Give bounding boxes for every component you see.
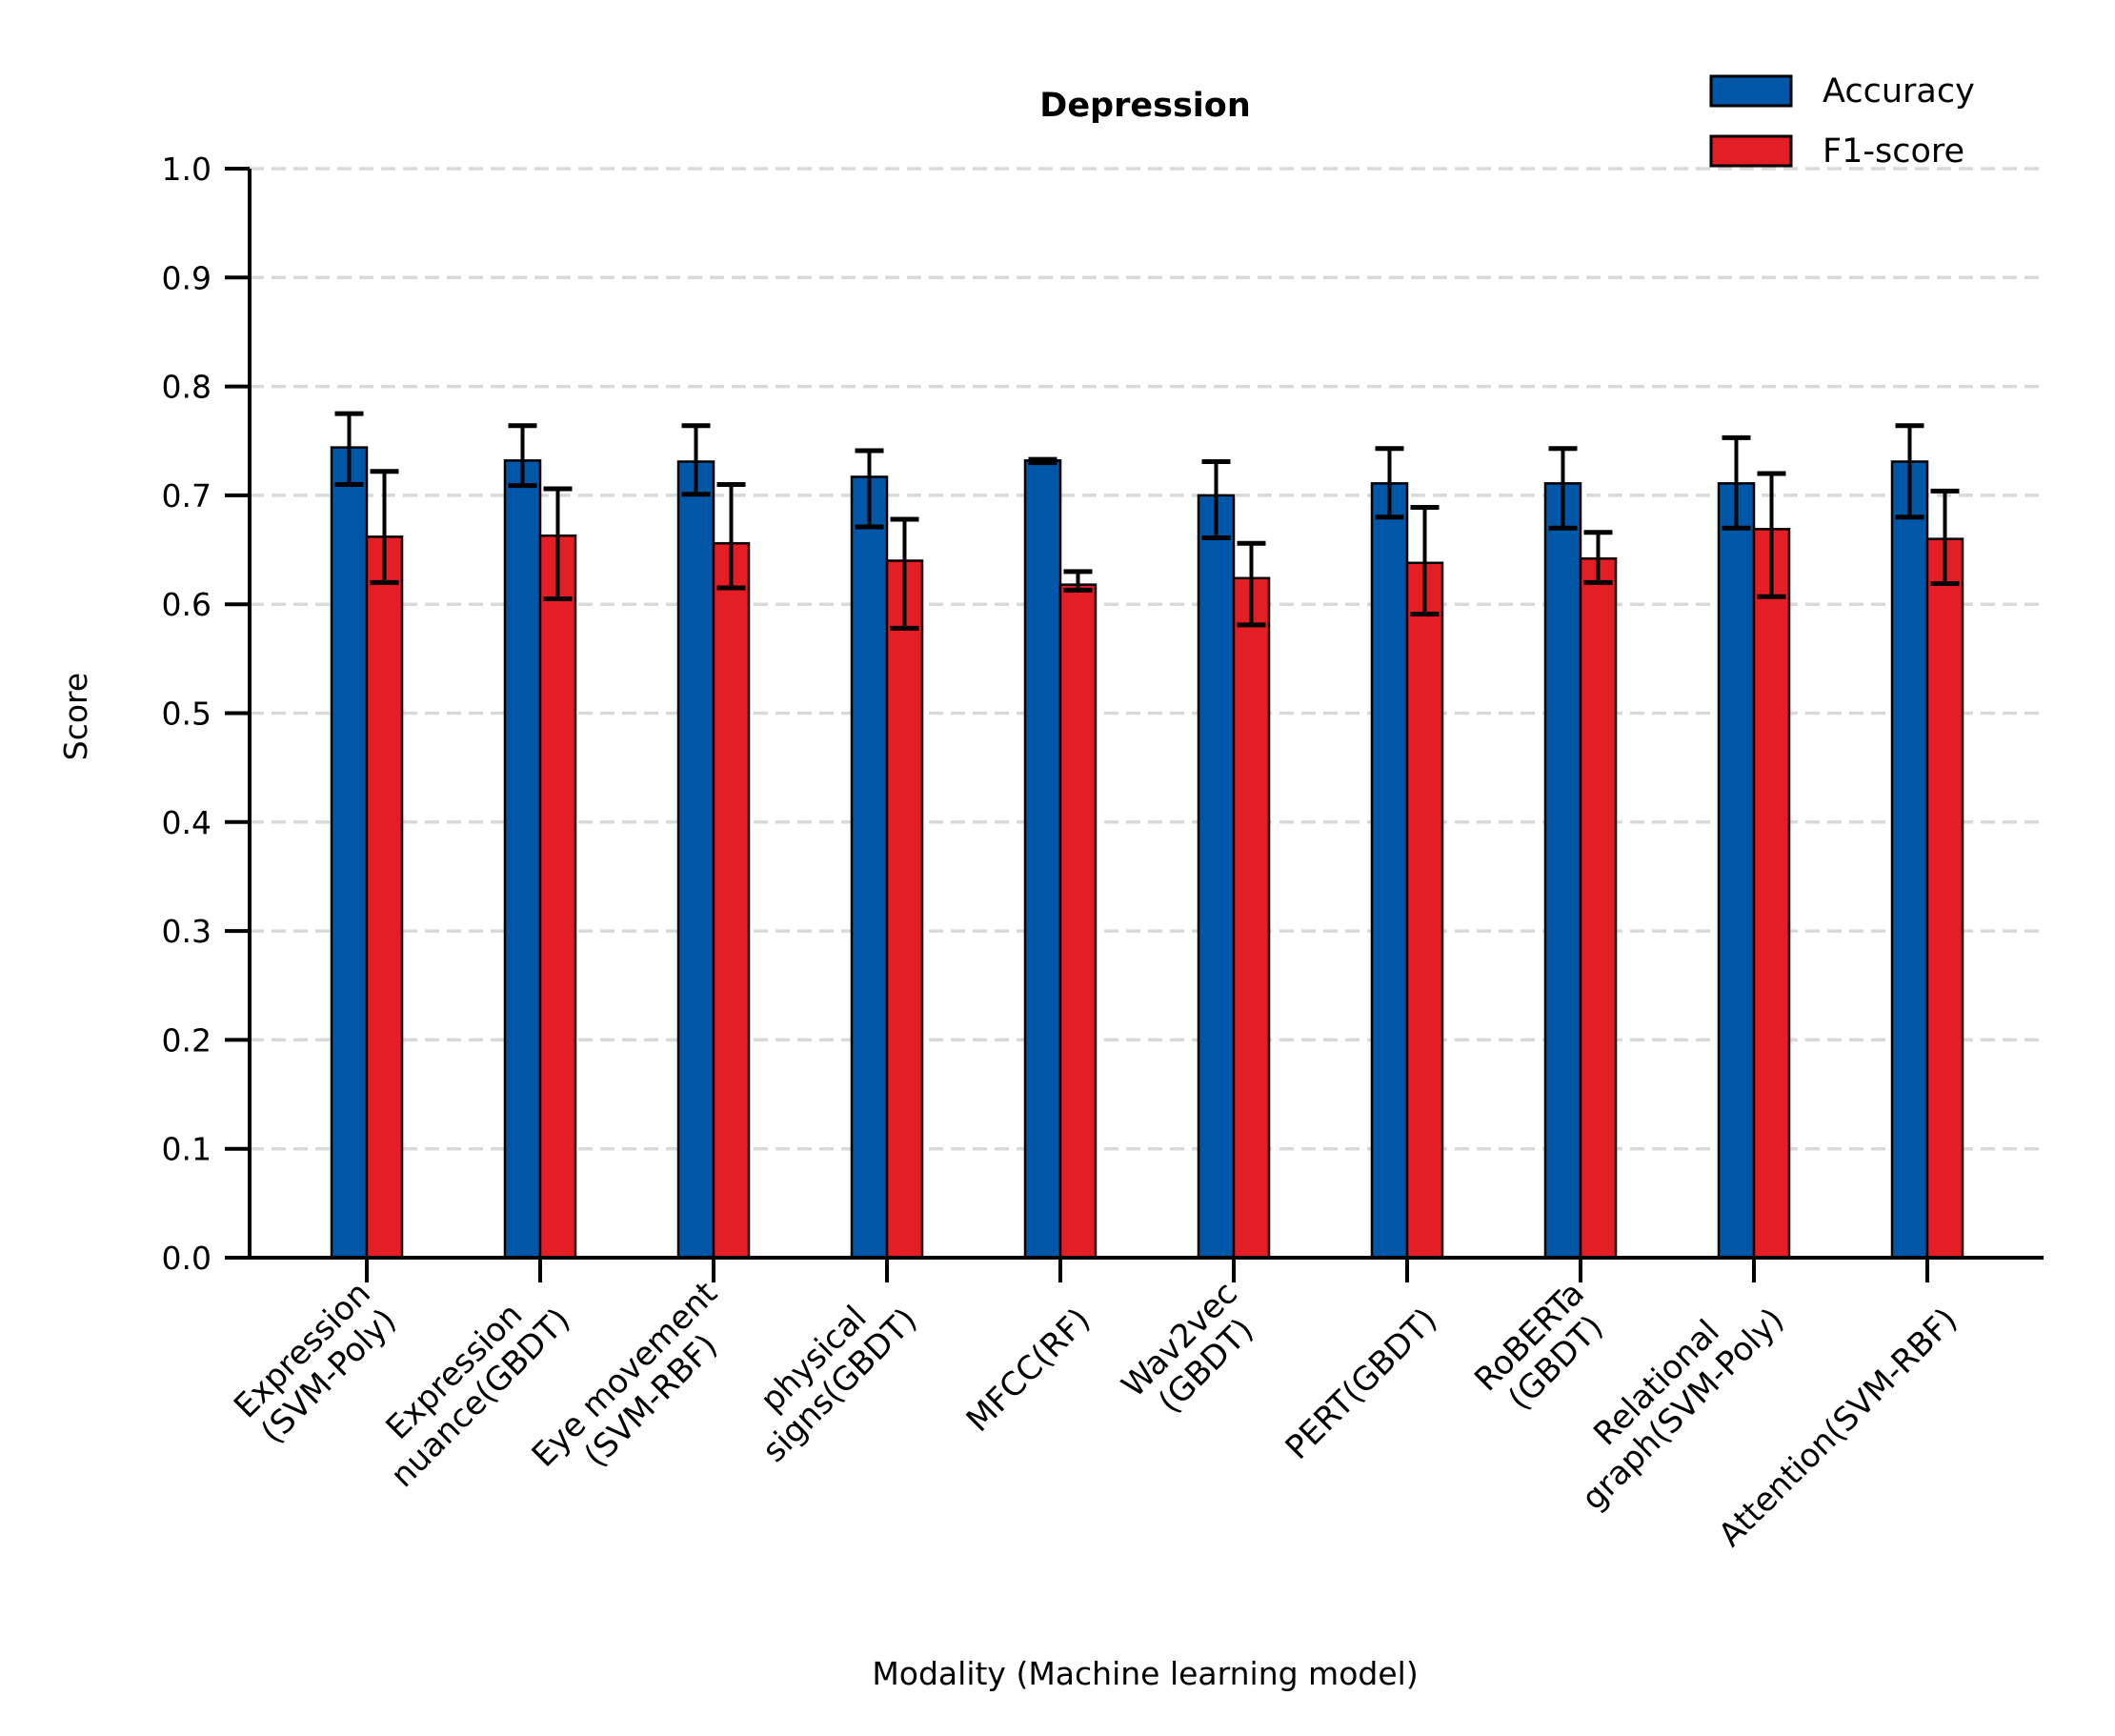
error-bar-f1-score-8 (1583, 530, 1613, 585)
y-tick-label: 0.4 (162, 804, 212, 841)
y-tick-label: 0.2 (162, 1021, 212, 1059)
legend-entry-f1-score: F1-score (1709, 132, 1964, 171)
bar-accuracy-10 (1890, 460, 1929, 1260)
error-bar-accuracy-9 (1722, 434, 1751, 531)
error-bar-accuracy-10 (1895, 423, 1924, 520)
y-tick-label: 0.1 (162, 1131, 212, 1168)
error-bar-accuracy-2 (508, 423, 537, 489)
y-tick-label: 0.6 (162, 586, 212, 623)
x-axis-label: Modality (Machine learning model) (872, 1655, 1418, 1692)
bar-f1-score-8 (1579, 556, 1618, 1260)
error-bar-f1-score-7 (1410, 504, 1440, 616)
bar-f1-score-3 (712, 541, 751, 1260)
bar-f1-score-1 (365, 535, 404, 1260)
bar-f1-score-7 (1405, 561, 1444, 1260)
error-bar-accuracy-4 (855, 448, 884, 530)
legend-entry-accuracy: Accuracy (1709, 72, 1975, 111)
bar-f1-score-2 (538, 534, 577, 1260)
error-bar-f1-score-10 (1930, 488, 1960, 586)
bar-f1-score-4 (885, 559, 924, 1260)
x-tick-label-6: Wav2vec(GBDT) (1115, 1275, 1272, 1432)
error-bar-f1-score-6 (1237, 540, 1266, 628)
y-tick-label: 0.0 (162, 1240, 212, 1277)
error-bar-f1-score-3 (716, 481, 746, 591)
error-bar-f1-score-2 (543, 486, 573, 601)
error-bar-f1-score-1 (370, 469, 399, 585)
legend-swatch-f1-score (1709, 134, 1793, 168)
error-bar-f1-score-9 (1757, 471, 1786, 599)
x-tick-label-7: PERT(GBDT) (1279, 1301, 1445, 1467)
legend-label-f1-score: F1-score (1823, 132, 1964, 171)
y-tick-label: 0.9 (162, 259, 212, 296)
error-bar-accuracy-8 (1548, 446, 1578, 531)
bar-accuracy-2 (503, 459, 542, 1260)
bar-accuracy-4 (850, 475, 889, 1260)
bar-f1-score-6 (1232, 576, 1271, 1260)
legend-label-accuracy: Accuracy (1823, 72, 1975, 111)
chart-title: Depression (1039, 87, 1250, 125)
bars (330, 446, 1964, 1260)
y-tick-label: 0.8 (162, 369, 212, 406)
bar-accuracy-3 (676, 460, 715, 1260)
bar-f1-score-10 (1925, 537, 1964, 1260)
y-tick-label: 0.7 (162, 477, 212, 515)
bar-accuracy-6 (1197, 494, 1236, 1260)
y-axis-label: Score (57, 673, 94, 760)
y-tick-label: 1.0 (162, 151, 212, 188)
bar-accuracy-5 (1023, 459, 1062, 1260)
error-bars (334, 411, 1960, 631)
error-bar-f1-score-4 (890, 516, 919, 631)
x-tick-label-1: Expression(SVM-Poly) (227, 1275, 404, 1452)
legend-swatch-accuracy (1709, 74, 1793, 108)
error-bar-accuracy-5 (1028, 456, 1058, 466)
bar-f1-score-9 (1752, 528, 1791, 1260)
error-bar-accuracy-6 (1201, 458, 1231, 540)
error-bar-accuracy-7 (1375, 446, 1404, 520)
x-ticks: Expression(SVM-Poly)Expressionnuance(GBD… (227, 1258, 1964, 1554)
error-bar-accuracy-1 (334, 411, 364, 487)
bar-accuracy-8 (1543, 482, 1582, 1260)
y-tick-label: 0.5 (162, 696, 212, 733)
x-tick-label-4: physicalsigns(GBDT) (729, 1275, 924, 1470)
bar-accuracy-9 (1717, 482, 1756, 1260)
x-tick-label-5: MFCC(RF) (959, 1301, 1098, 1440)
y-ticks: 0.0 0.1 0.2 0.3 0.4 0.5 0.6 0.7 0.8 0.9 1.0 (162, 151, 250, 1277)
x-tick-label-3: Eye movement(SVM-RBF) (525, 1275, 752, 1502)
bar-accuracy-7 (1370, 482, 1409, 1260)
error-bar-f1-score-5 (1063, 569, 1093, 593)
x-tick-label-8: RoBERTa(GBDT) (1467, 1275, 1618, 1425)
bar-f1-score-5 (1058, 583, 1098, 1260)
bar-accuracy-1 (330, 446, 369, 1260)
y-tick-label: 0.3 (162, 913, 212, 950)
legend: Accuracy F1-score (1709, 72, 1975, 171)
error-bar-accuracy-3 (681, 423, 711, 497)
